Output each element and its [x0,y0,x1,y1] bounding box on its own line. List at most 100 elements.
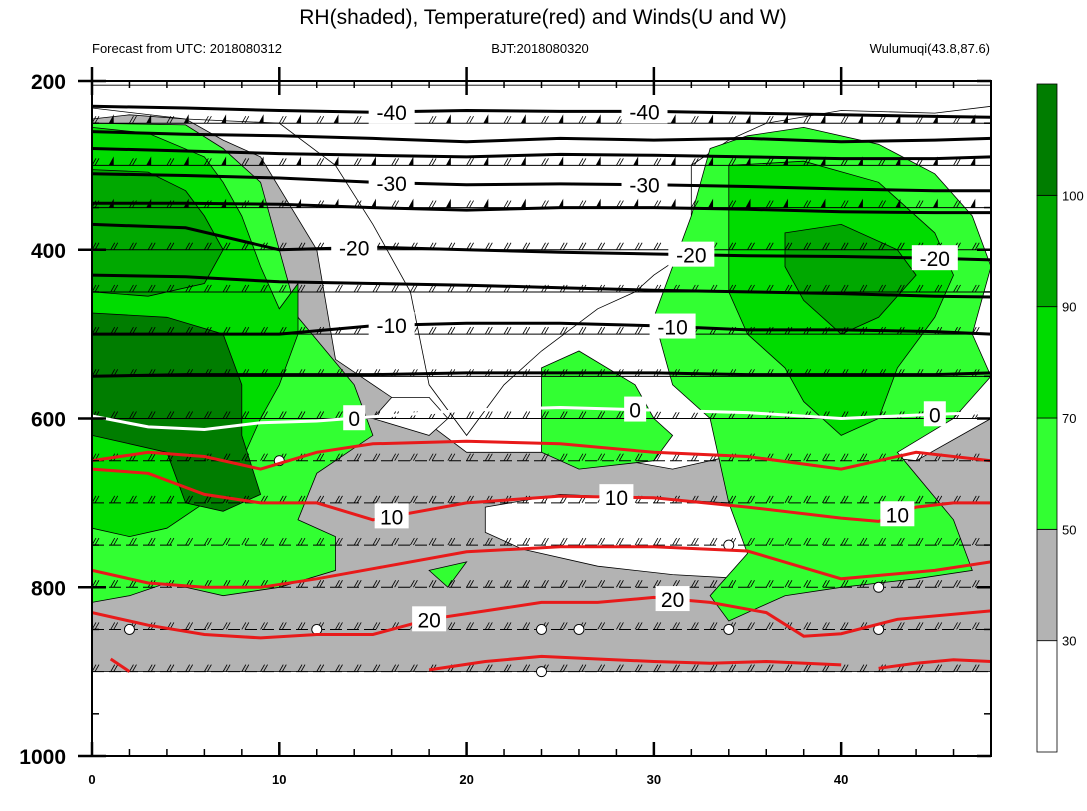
wind-barb [110,495,116,504]
wind-barb [469,664,474,672]
wind-barb [335,622,340,630]
wind-barb [675,537,680,546]
wind-barb [994,412,998,419]
wind-barb [994,454,998,461]
wind-barb [466,664,471,672]
y-tick-label: 600 [31,409,66,432]
wind-barb [300,622,306,630]
wind-barb [410,495,415,504]
wind-barb [487,326,493,335]
wind-barb [619,622,624,630]
wind-barb [428,580,434,588]
wind-barb [803,284,809,293]
wind-barb [506,664,512,672]
wind-barb [862,242,868,250]
wind-barb [787,580,793,588]
wind-barb [506,537,512,546]
wind-barb [653,158,659,166]
wind-barb [750,537,755,546]
wind-barb [712,664,718,672]
wind-barb [94,622,100,630]
wind-barb [544,200,549,208]
colorbar-tick-label: 70 [1062,411,1076,426]
wind-barb [541,411,546,419]
wind-barb [525,580,531,588]
wind-barb [185,495,190,504]
wind-barb [971,664,977,672]
wind-barb [822,242,827,250]
wind-barb [522,453,528,461]
wind-barb [94,284,100,293]
wind-barb [843,284,849,293]
wind-barb [616,580,621,588]
wind-barb [394,537,400,546]
temperature-contour-red [878,658,991,670]
wind-barb [129,158,134,166]
wind-barb [693,115,699,124]
wind-barb [353,537,359,546]
wind-barb-pennant [745,156,751,166]
wind-barb [971,284,977,293]
wind-barb [825,453,830,461]
wind-barb-pennant [296,114,302,124]
wind-barb [768,115,774,124]
wind-barb [132,664,137,672]
wind-barb [316,158,322,166]
wind-barb [413,453,418,461]
wind-barb [94,115,100,124]
wind-barb [728,115,734,124]
wind-barb [918,537,924,546]
contour-label-box [331,234,378,260]
wind-barb [915,580,921,588]
wind-barb [391,284,397,293]
wind-barb [731,495,737,504]
wind-barb [840,495,846,504]
wind-barb [431,158,437,166]
wind-barb [506,453,512,461]
wind-barb [787,537,793,546]
wind-barb [466,622,471,630]
wind-barb [900,242,905,250]
wind-barb [900,284,905,293]
wind-barb [693,537,699,546]
wind-barb [806,158,812,166]
wind-barb-pennant [633,198,639,208]
wind-barb [113,537,119,546]
wind-barb [840,537,846,546]
wind-barb [225,242,231,250]
wind-barb [300,664,306,672]
wind-barb [469,411,474,419]
wind-barb-pennant [445,156,451,166]
wind-barb [765,664,771,672]
contour-label: -10 [657,317,687,340]
wind-barb [840,664,846,672]
wind-barb [150,453,156,461]
wind-barb [300,284,306,293]
wind-barb [600,453,606,461]
wind-barb [693,664,699,672]
wind-barb [428,453,434,461]
wind-barb [616,664,621,672]
wind-barb [375,284,381,293]
wind-barb [765,537,771,546]
wind-barb [541,242,546,250]
wind-barb [994,285,998,292]
contour-labels: -40 -40 -30 -30 -20 -20 -20 -10 -10 0 0 0 10 10 10 20 20 [331,98,958,632]
wind-barb-pennant [296,156,302,166]
wind-barb [806,200,812,208]
wind-barb [356,115,362,124]
wind-barb [356,453,362,461]
wind-barb-pennant [932,198,938,208]
temperature-contour-black [92,130,991,144]
wind-barb [431,453,437,461]
wind-barb [843,537,849,546]
temperature-contour-black [92,147,991,161]
wind-barb [897,580,902,588]
wind-barb [263,537,268,546]
wind-barb [506,242,512,250]
wind-barb [207,537,212,546]
wind-barb [353,284,359,293]
wind-barb [147,453,153,461]
